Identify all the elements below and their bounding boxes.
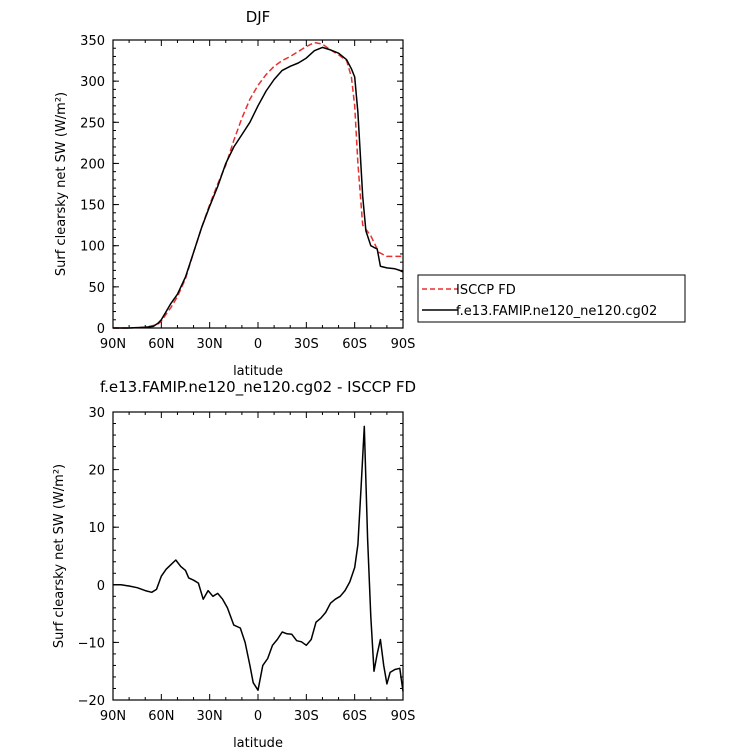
x-tick-label-1-2: 30N: [197, 709, 223, 724]
x-tick-label-0-2: 30N: [197, 337, 223, 352]
legend-label-isccp: ISCCP FD: [456, 283, 516, 298]
y-tick-label-1-1: −10: [78, 636, 105, 651]
top-panel: DJF latitude Surf clearsky net SW (W/m²)…: [54, 8, 415, 379]
x-tick-label-0-5: 60S: [342, 337, 367, 352]
top-chart-title: DJF: [246, 8, 271, 26]
x-tick-label-1-6: 90S: [391, 709, 416, 724]
top-x-axis-label: latitude: [233, 364, 283, 379]
x-tick-label-0-6: 90S: [391, 337, 416, 352]
y-tick-label-0-7: 350: [80, 34, 105, 49]
bottom-x-axis-label: latitude: [233, 736, 283, 751]
top-plot-frame: [112, 39, 404, 329]
x-tick-label-1-4: 30S: [294, 709, 319, 724]
x-tick-label-1-5: 60S: [342, 709, 367, 724]
legend-box: [417, 274, 686, 323]
y-tick-label-1-4: 20: [88, 464, 105, 479]
legend-label-model: f.e13.FAMIP.ne120_ne120.cg02: [456, 304, 657, 319]
bottom-plot-frame: [112, 411, 404, 701]
x-tick-label-1-3: 0: [254, 709, 262, 724]
x-tick-label-0-3: 0: [254, 337, 262, 352]
series-line-0-0: [113, 41, 403, 329]
x-tick-label-0-1: 60N: [148, 337, 174, 352]
y-tick-label-1-0: −20: [78, 694, 105, 709]
y-tick-label-0-6: 300: [80, 75, 105, 90]
top-y-axis-label: Surf clearsky net SW (W/m²): [54, 92, 69, 276]
y-tick-label-0-3: 150: [80, 199, 105, 214]
y-tick-label-0-2: 100: [80, 240, 105, 255]
x-tick-label-1-0: 90N: [100, 709, 126, 724]
y-tick-label-0-1: 50: [88, 281, 105, 296]
y-tick-label-1-3: 10: [88, 521, 105, 536]
bottom-y-axis-label: Surf clearsky net SW (W/m²): [52, 464, 67, 648]
legend: ISCCP FD f.e13.FAMIP.ne120_ne120.cg02: [417, 274, 686, 323]
x-tick-label-0-4: 30S: [294, 337, 319, 352]
bottom-panel: f.e13.FAMIP.ne120_ne120.cg02 - ISCCP FD …: [52, 378, 416, 751]
y-tick-label-0-4: 200: [80, 157, 105, 172]
y-tick-label-1-2: 0: [97, 579, 105, 594]
y-tick-label-1-5: 30: [88, 406, 105, 421]
bottom-chart-title: f.e13.FAMIP.ne120_ne120.cg02 - ISCCP FD: [100, 378, 416, 397]
y-tick-label-0-5: 250: [80, 116, 105, 131]
series-line-1-0: [113, 425, 404, 692]
x-tick-label-0-0: 90N: [100, 337, 126, 352]
y-tick-label-0-0: 0: [97, 322, 105, 337]
x-tick-label-1-1: 60N: [148, 709, 174, 724]
series-line-0-1: [113, 46, 404, 329]
